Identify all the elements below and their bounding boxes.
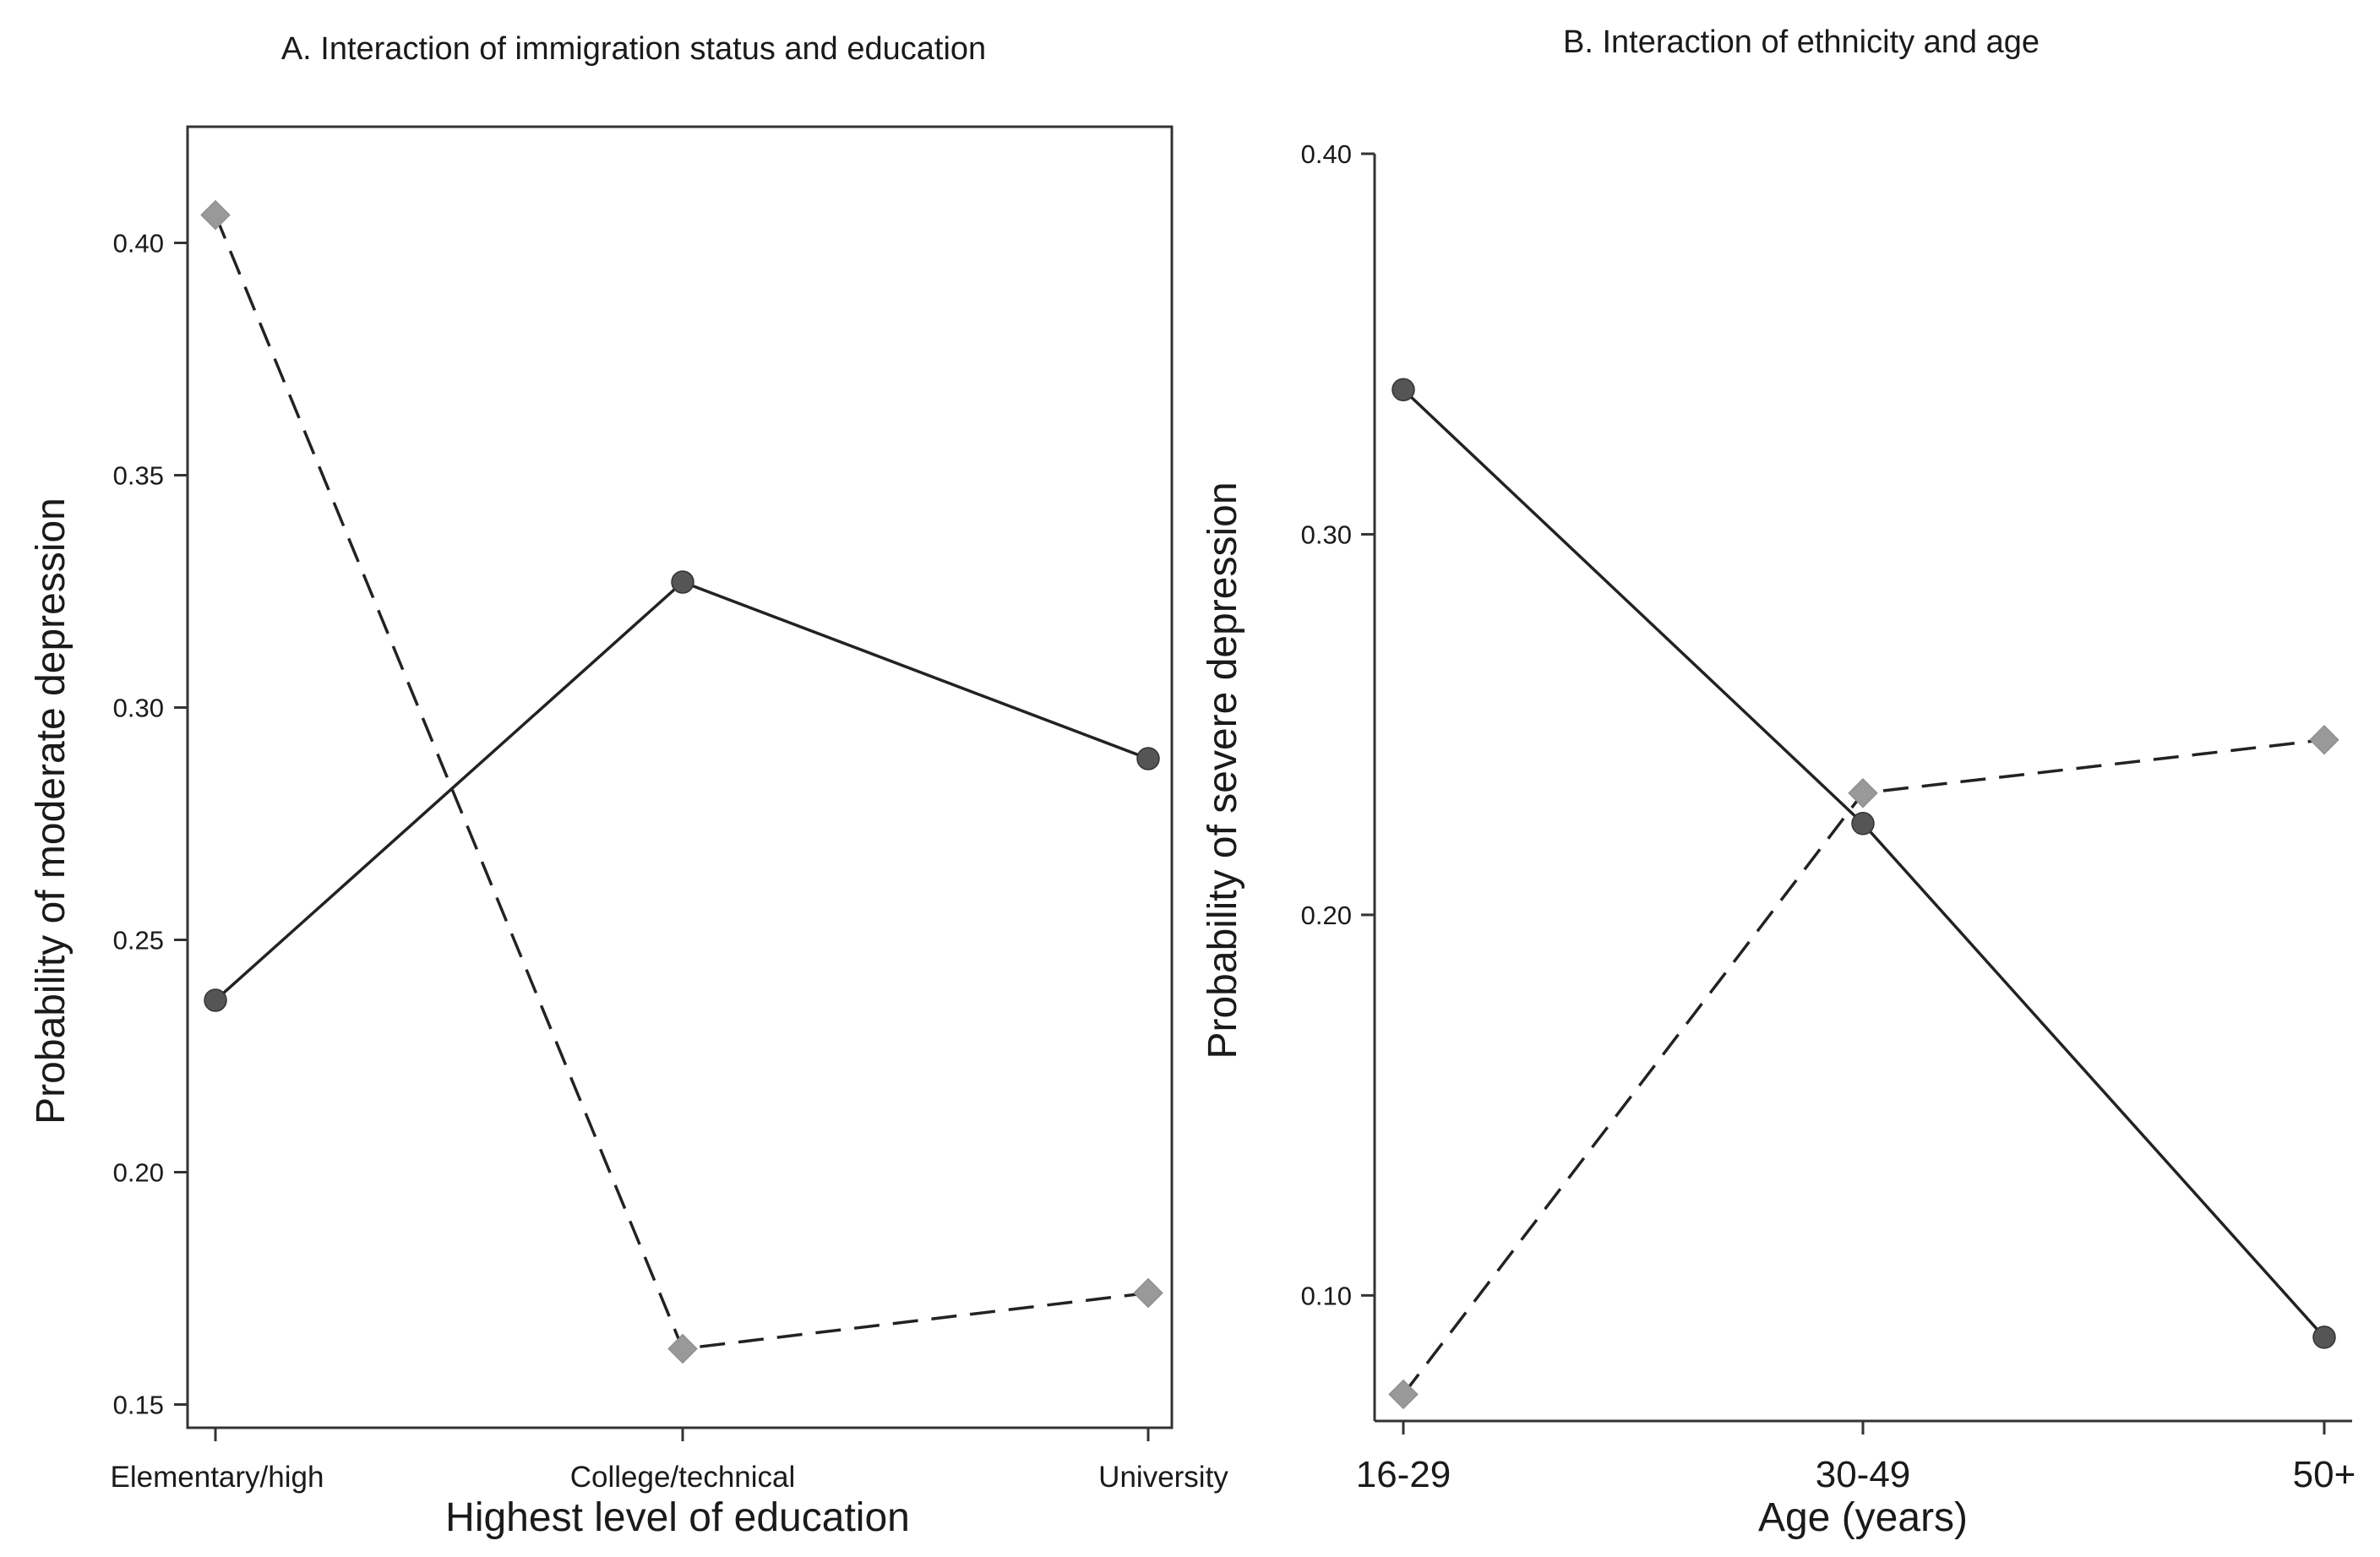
panel-a-x-tick-label-1: College/technical bbox=[570, 1461, 796, 1494]
panel-b-x-ticks: 16-29 30-49 50+ bbox=[1356, 1421, 2356, 1495]
panel-a-point-dashed-diamond-0 bbox=[200, 199, 231, 231]
panel-a-x-axis-title: Highest level of education bbox=[445, 1495, 910, 1540]
panel-b-point-dashed-diamond-0 bbox=[1388, 1379, 1419, 1410]
panel-a-point-solid-circle-2 bbox=[1136, 747, 1160, 770]
panel-a-point-solid-circle-1 bbox=[671, 570, 694, 594]
panel-a-y-tick-label-1: 0.20 bbox=[113, 1158, 164, 1188]
panel-b-x-tick-label-2: 50+ bbox=[2293, 1454, 2356, 1495]
panel-a-title: A. Interaction of immigration status and… bbox=[281, 31, 986, 67]
panel-a-x-tick-label-0: Elementary/high bbox=[111, 1461, 324, 1494]
panel-a-series bbox=[200, 199, 1163, 1364]
panel-b-line-dashed-diamond bbox=[1402, 738, 2325, 1396]
panel-a-y-tick-label-0: 0.15 bbox=[113, 1391, 164, 1420]
panel-b-title: B. Interaction of ethnicity and age bbox=[1563, 24, 2040, 60]
panel-a-line-dashed-diamond bbox=[214, 214, 1149, 1351]
panel-b-point-solid-circle-1 bbox=[1851, 812, 1875, 836]
panel-b-y-tick-label-2: 0.30 bbox=[1301, 520, 1352, 549]
panel-b-point-solid-circle-2 bbox=[2312, 1326, 2336, 1349]
panel-a-y-tick-label-3: 0.30 bbox=[113, 694, 164, 723]
panel-a-point-solid-circle-0 bbox=[204, 988, 227, 1012]
panel-b-y-tick-label-0: 0.10 bbox=[1301, 1281, 1352, 1310]
panel-b-severe-depression: B. Interaction of ethnicity and age 0.10… bbox=[1201, 24, 2355, 1540]
panel-a-y-ticks: 0.15 0.20 0.25 0.30 0.35 0.40 bbox=[113, 229, 188, 1420]
panel-b-series bbox=[1388, 378, 2339, 1410]
panel-a-x-tick-label-2: University bbox=[1098, 1461, 1228, 1494]
panel-b-y-tick-label-3: 0.40 bbox=[1301, 139, 1352, 169]
panel-a-x-ticks: Elementary/high College/technical Universi… bbox=[111, 1428, 1228, 1494]
panel-b-x-tick-label-0: 16-29 bbox=[1356, 1454, 1451, 1495]
panel-a-y-tick-label-5: 0.40 bbox=[113, 229, 164, 259]
panel-a-point-dashed-diamond-2 bbox=[1133, 1277, 1163, 1309]
panel-a-point-dashed-diamond-1 bbox=[667, 1333, 698, 1364]
panel-b-x-axis-title: Age (years) bbox=[1758, 1495, 1968, 1540]
panel-b-point-solid-circle-0 bbox=[1392, 378, 1415, 402]
panel-b-point-dashed-diamond-1 bbox=[1848, 778, 1878, 808]
panel-a-plot-frame bbox=[186, 125, 1174, 1429]
panel-b-y-ticks: 0.10 0.20 0.30 0.40 bbox=[1301, 139, 1375, 1310]
panel-a-y-tick-label-4: 0.35 bbox=[113, 461, 164, 491]
panel-a-line-solid-circle bbox=[214, 580, 1149, 1002]
panel-b-x-tick-label-1: 30-49 bbox=[1816, 1454, 1911, 1495]
panel-b-point-dashed-diamond-2 bbox=[2309, 724, 2339, 755]
panel-b-y-tick-label-1: 0.20 bbox=[1301, 901, 1352, 930]
panel-a-y-tick-label-2: 0.25 bbox=[113, 926, 164, 955]
panel-a-y-axis-title: Probability of moderate depression bbox=[29, 498, 74, 1124]
panel-b-y-axis-title: Probability of severe depression bbox=[1201, 482, 1245, 1059]
panel-b-line-solid-circle bbox=[1402, 389, 2326, 1339]
panel-a-moderate-depression: A. Interaction of immigration status and… bbox=[29, 31, 1228, 1540]
